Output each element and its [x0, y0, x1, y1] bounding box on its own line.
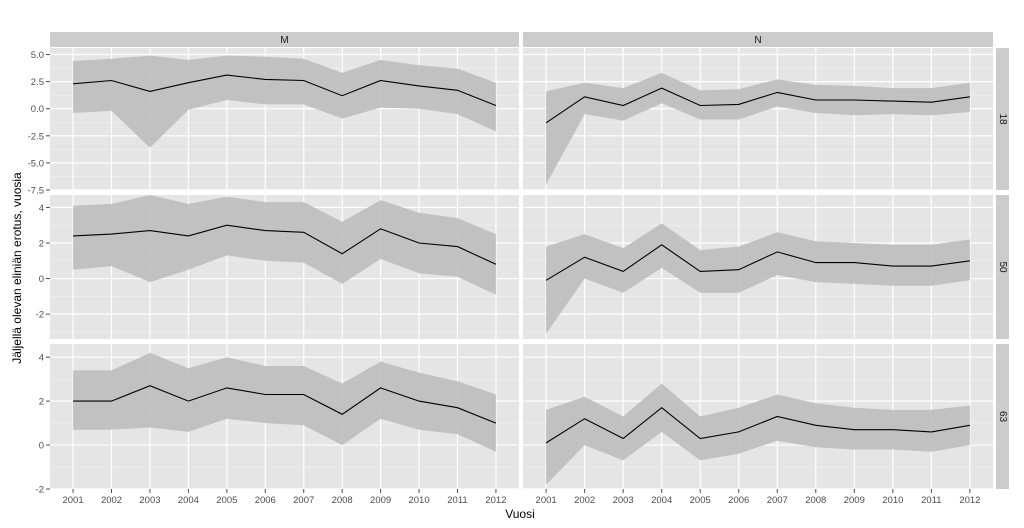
- x-tick-label: 2002: [574, 495, 595, 506]
- facet-strip-label: 50: [997, 261, 1008, 273]
- y-axis-title: Jäljellä olevan eliniän erotus, vuosia: [10, 172, 24, 364]
- panel-layer: [50, 48, 993, 490]
- series-line: [545, 244, 970, 281]
- facet-strip-label: M: [280, 35, 288, 46]
- strip-layer: M N 18 50 63: [50, 32, 1009, 489]
- facet-strip-63: [996, 344, 1009, 489]
- panel-M-18: [50, 48, 519, 191]
- x-tick-label: 2009: [844, 495, 865, 506]
- panel-N-50: [523, 195, 993, 339]
- facet-strip-50: [996, 195, 1009, 339]
- panel-N-63: [523, 344, 993, 490]
- x-tick-label: 2006: [255, 495, 276, 506]
- panel-N-18: [523, 48, 993, 191]
- panel-M-63: [50, 344, 519, 490]
- y-tick-label: 0.0: [31, 104, 44, 115]
- y-tick-label: -2: [36, 310, 44, 321]
- facet-strip-M: [50, 32, 519, 47]
- y-tick-label: 2: [39, 239, 44, 250]
- x-tick-label: 2001: [536, 495, 557, 506]
- x-tick-label: 2004: [178, 495, 199, 506]
- confidence-band: [73, 55, 496, 148]
- x-tick-label: 2005: [690, 495, 711, 506]
- y-tick-label: 5.0: [31, 50, 44, 61]
- axis-layer: 5.0 2.5 0.0 -2.5 -5.0 -7.5 4 2 0 -2 4 2 0 -2 2001 2002 2…: [28, 50, 981, 506]
- y-tick-label: -2: [36, 485, 44, 496]
- x-tick-label: 2012: [959, 495, 980, 506]
- x-tick-label: 2009: [370, 495, 391, 506]
- panel-M-50: [50, 195, 519, 339]
- x-tick-label: 2011: [447, 495, 467, 506]
- confidence-band: [546, 383, 970, 485]
- series-line: [73, 74, 497, 107]
- x-tick-label: 2005: [216, 495, 237, 506]
- series-line: [73, 224, 497, 265]
- x-tick-label: 2006: [728, 495, 749, 506]
- y-tick-label: -2.5: [28, 131, 44, 142]
- x-tick-label: 2003: [613, 495, 634, 506]
- y-tick-label: 2.5: [31, 77, 44, 88]
- x-tick-label: 2010: [408, 495, 429, 506]
- facet-strip-label: 63: [997, 411, 1008, 423]
- confidence-band: [73, 352, 496, 452]
- x-tick-label: 2002: [101, 495, 122, 506]
- x-axis-title: Vuosi: [505, 507, 535, 521]
- y-tick-label: 0: [39, 441, 44, 452]
- confidence-band: [73, 195, 496, 295]
- facet-strip-label: N: [754, 35, 761, 46]
- y-tick-label: 2: [39, 397, 44, 408]
- y-tick-label: -5.0: [28, 158, 44, 169]
- y-tick-label: 0: [39, 274, 44, 285]
- series-line: [73, 385, 497, 424]
- x-tick-label: 2008: [805, 495, 826, 506]
- facet-strip-N: [523, 32, 993, 47]
- x-tick-label: 2012: [485, 495, 506, 506]
- series-line: [545, 406, 970, 444]
- x-tick-label: 2007: [293, 495, 314, 506]
- x-tick-label: 2011: [921, 495, 941, 506]
- x-tick-label: 2007: [767, 495, 788, 506]
- x-tick-label: 2001: [62, 495, 83, 506]
- facet-strip-label: 18: [997, 113, 1008, 125]
- facet-strip-18: [996, 48, 1009, 190]
- y-tick-label: 4: [39, 353, 44, 364]
- x-tick-label: 2004: [651, 495, 672, 506]
- x-tick-label: 2008: [332, 495, 353, 506]
- x-tick-label: 2003: [139, 495, 160, 506]
- x-tick-label: 2010: [882, 495, 903, 506]
- y-tick-label: -7.5: [28, 186, 44, 197]
- y-tick-label: 4: [39, 203, 44, 214]
- panel-background: [523, 48, 993, 190]
- series-line: [545, 87, 970, 124]
